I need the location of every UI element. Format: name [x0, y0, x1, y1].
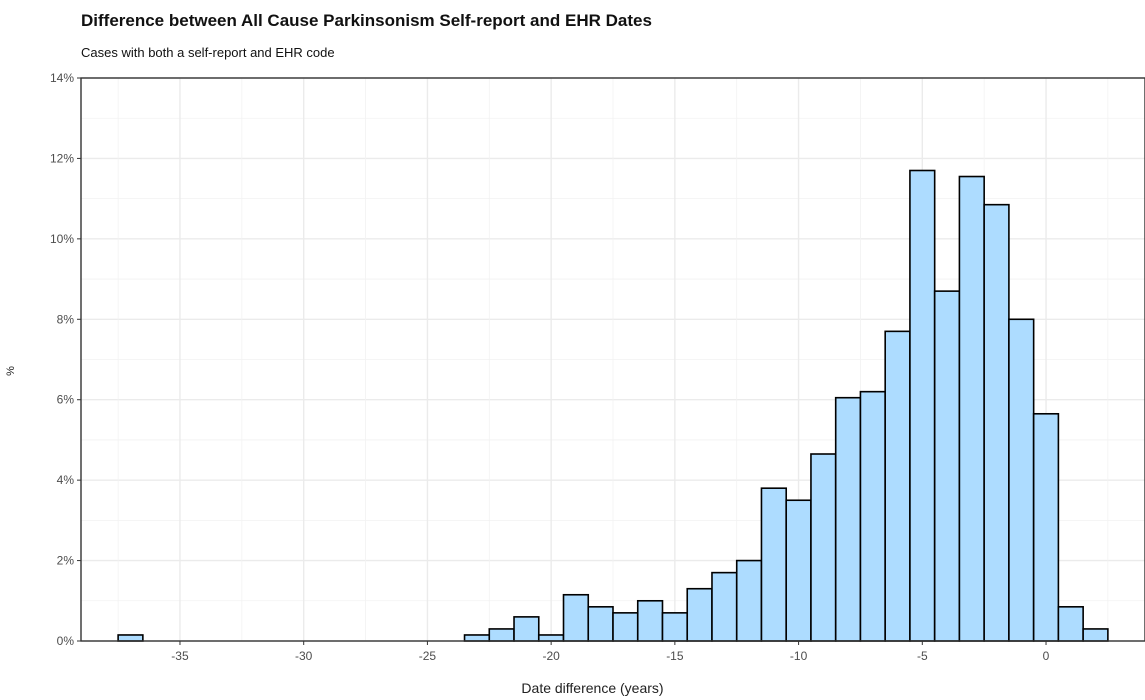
histogram-bar	[463, 634, 491, 642]
y-tick-label: 6%	[57, 393, 75, 407]
x-tick-label: -20	[542, 649, 560, 663]
panel-border	[80, 77, 1145, 642]
histogram-bar	[760, 487, 788, 642]
histogram-bar	[933, 290, 961, 642]
histogram-bar	[562, 593, 590, 642]
histogram-bar	[958, 175, 985, 642]
histogram-bar	[1008, 318, 1035, 642]
chart-title: Difference between All Cause Parkinsonis…	[81, 11, 652, 30]
y-tick-label: 14%	[50, 71, 74, 85]
histogram-bar	[1057, 606, 1084, 642]
histogram-bar	[587, 606, 614, 642]
histogram-bar	[612, 612, 639, 642]
histogram-bar	[735, 559, 763, 642]
x-tick-label: -30	[295, 649, 313, 663]
histogram-bar	[686, 587, 713, 642]
histogram-bar	[909, 169, 936, 642]
y-tick-label: 8%	[57, 312, 75, 326]
x-tick-label: -35	[171, 649, 189, 663]
x-tick-label: -10	[790, 649, 808, 663]
chart-subtitle: Cases with both a self-report and EHR co…	[81, 45, 335, 60]
histogram-bars	[117, 169, 1109, 642]
x-tick-label: -5	[917, 649, 928, 663]
y-tick-label: 12%	[50, 151, 74, 165]
histogram-bar	[513, 616, 540, 642]
histogram-bar	[711, 571, 738, 642]
x-tick-label: -15	[666, 649, 684, 663]
y-tick-label: 4%	[57, 473, 75, 487]
x-tick-label: -25	[419, 649, 437, 663]
axes: 0% 2% 4% 6% 8% 10% 12% 14% -35 -30 -25 -20 -15 -10 -5 0	[50, 71, 1145, 663]
x-tick-label: 0	[1043, 649, 1050, 663]
histogram-bar	[1032, 412, 1060, 642]
x-axis-label: Date difference (years)	[521, 680, 664, 696]
histogram-bar	[785, 499, 812, 642]
y-tick-label: 10%	[50, 232, 74, 246]
histogram-bar	[537, 634, 565, 642]
histogram-bar	[661, 612, 689, 642]
histogram-bar	[983, 203, 1010, 642]
histogram-bar	[1082, 628, 1109, 642]
histogram-bar	[834, 396, 862, 642]
histogram-bar	[859, 390, 886, 642]
y-tick-label: 2%	[57, 554, 75, 568]
histogram-bar	[810, 453, 837, 642]
histogram-bar	[636, 599, 664, 642]
histogram-bar	[488, 628, 515, 642]
histogram-bar	[117, 634, 144, 642]
y-tick-label: 0%	[57, 634, 75, 648]
histogram-bar	[884, 330, 911, 642]
